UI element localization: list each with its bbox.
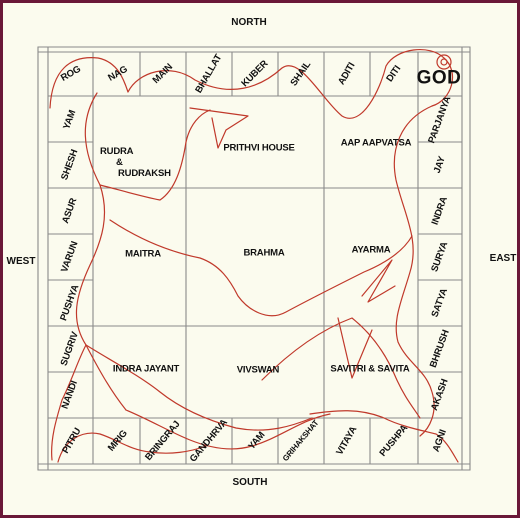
south-label: SOUTH (232, 477, 268, 488)
figure-toes (57, 432, 207, 463)
north-label: NORTH (231, 17, 267, 28)
zone-rudra: RUDRA & RUDRAKSH (100, 146, 180, 180)
corner-god: GOD (416, 67, 462, 89)
figure-left-arm (99, 109, 211, 201)
figure-head-outline (49, 49, 454, 119)
zone-ayarma: AYARMA (351, 244, 391, 256)
figure-right-hand (361, 259, 396, 303)
figure-left-foot (51, 344, 87, 461)
west-label: WEST (6, 256, 36, 267)
figure-shoulder (189, 107, 249, 149)
figure-ornament (436, 54, 452, 70)
figure-knee (337, 317, 373, 379)
zone-savitri: SAVITRI & SAVITA (330, 363, 410, 375)
figure-right-arm (393, 105, 435, 437)
zone-rudra-line2: RUDRAKSH (118, 167, 171, 179)
zone-brahma: BRAHMA (243, 247, 285, 259)
east-label: EAST (489, 253, 517, 264)
zone-indra-jayant: INDRA JAYANT (112, 363, 180, 375)
outer-square (37, 46, 471, 471)
zone-vivswan: VIVSWAN (236, 364, 280, 376)
zone-maitra: MAITRA (125, 248, 161, 260)
zone-prithvi: PRITHVI HOUSE (223, 142, 295, 154)
figure-lower-body (85, 344, 313, 431)
figure-leg-1 (125, 409, 331, 450)
figure-body-inner (109, 219, 413, 317)
figure-ornament (440, 58, 448, 66)
zone-rudra-amp: & (116, 156, 123, 168)
zone-rudra-line1: RUDRA (100, 146, 134, 157)
figure-foot (309, 410, 459, 463)
zone-aap: AAP AAPVATSA (340, 137, 412, 149)
figure-body-left (75, 92, 127, 411)
